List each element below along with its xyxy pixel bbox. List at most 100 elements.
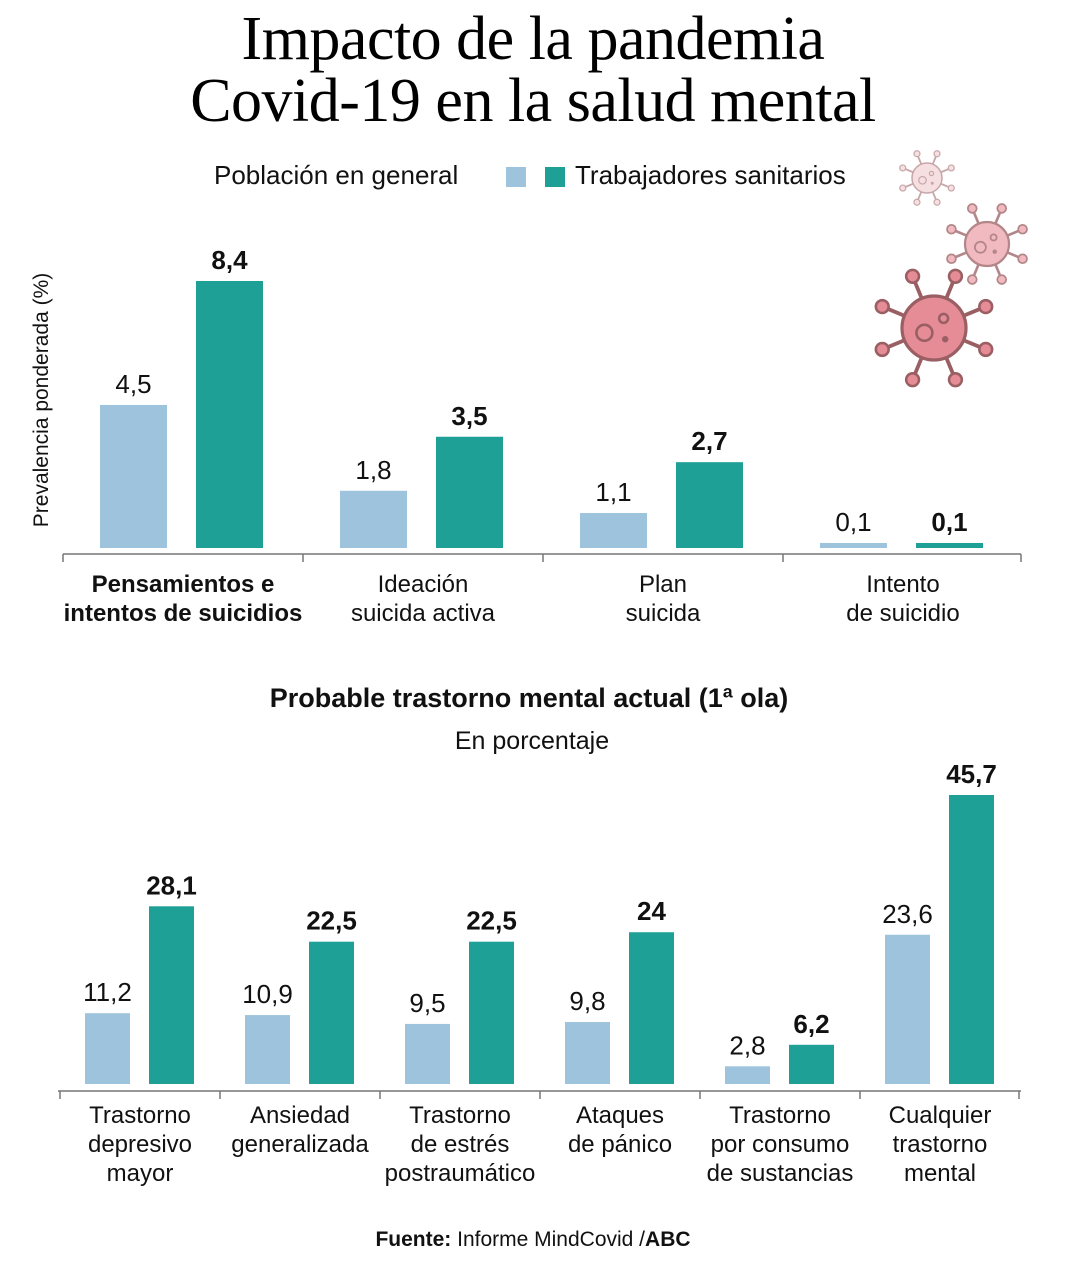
category-label: postraumático (385, 1160, 536, 1187)
virus-spike-tip (996, 203, 1008, 214)
data-label: 28,1 (146, 870, 197, 900)
virus-spike-tip (933, 198, 941, 206)
virus-spike-tip (874, 298, 890, 315)
category-label: Trastorno (89, 1102, 191, 1129)
virus-spike-tip (904, 268, 921, 284)
bar-sanitarios (629, 932, 674, 1084)
virus-spot (928, 170, 935, 177)
legend: Población en general Trabajadores sanita… (0, 158, 1066, 194)
bar-sanitarios (309, 941, 354, 1084)
virus-spike-tip (996, 274, 1008, 285)
category-label: Trastorno (729, 1102, 831, 1129)
data-label: 11,2 (83, 977, 132, 1007)
virus-spike-tip (966, 274, 978, 285)
bar-sanitarios (436, 436, 503, 548)
page-title: Impacto de la pandemia Covid-19 en la sa… (0, 8, 1066, 132)
title-line-1: Impacto de la pandemia (241, 5, 825, 73)
bar-general (100, 404, 167, 548)
virus-spike-tip (946, 223, 957, 235)
virus-spike-tip (1017, 253, 1028, 265)
virus-spike-tip (947, 268, 964, 284)
virus-spot (989, 233, 998, 242)
virus-spike-tip (966, 203, 978, 214)
category-label: suicida activa (351, 600, 496, 627)
virus-spike-tip (913, 150, 921, 158)
bar-general (885, 934, 930, 1084)
bar-sanitarios (916, 543, 983, 548)
virus-spike-tip (933, 150, 941, 158)
data-label: 0,1 (835, 507, 871, 537)
bar-general (85, 1013, 130, 1084)
data-label: 10,9 (242, 979, 293, 1009)
legend-label-sanitarios: Trabajadores sanitarios (575, 160, 846, 190)
source-label: Fuente: (375, 1228, 452, 1251)
bar-general (565, 1022, 610, 1084)
source-brand: ABC (645, 1228, 691, 1251)
bar-sanitarios (949, 795, 994, 1084)
category-label: depresivo (88, 1131, 192, 1158)
category-label: generalizada (231, 1131, 369, 1158)
virus-spike-tip (874, 341, 890, 358)
source-note: Fuente: Informe MindCovid /ABC (0, 1228, 1066, 1252)
bar-general (820, 543, 887, 548)
bar-general (580, 513, 647, 548)
bar-sanitarios (149, 906, 194, 1084)
category-label: de pánico (568, 1131, 672, 1158)
data-label: 22,5 (306, 906, 357, 936)
category-label: Pensamientos e (92, 571, 275, 598)
data-label: 9,8 (569, 986, 605, 1016)
chart-2-trastorno: Probable trastorno mental actual (1ª ola… (58, 683, 1021, 1187)
category-label: por consumo (711, 1131, 850, 1158)
virus-spike-tip (1017, 223, 1028, 235)
virus-spike-tip (947, 184, 955, 192)
category-label: mental (904, 1160, 976, 1187)
virus-spot (942, 336, 949, 343)
category-label: de suicidio (846, 600, 959, 627)
virus-icon-small (899, 150, 955, 206)
bar-sanitarios (676, 462, 743, 548)
virus-body (963, 220, 1011, 268)
chart-2-subtitle: En porcentaje (455, 727, 609, 755)
virus-spot (930, 181, 934, 185)
bar-general (405, 1023, 450, 1084)
virus-spot (937, 312, 950, 325)
data-label: 2,8 (729, 1030, 765, 1060)
virus-spike-tip (947, 372, 964, 388)
data-label: 2,7 (691, 426, 727, 456)
data-label: 0,1 (931, 507, 967, 537)
data-label: 24 (637, 896, 666, 926)
legend-swatch-sanitarios (545, 167, 565, 187)
data-label: 6,2 (793, 1009, 829, 1039)
virus-icon-large (874, 268, 994, 388)
bar-sanitarios (789, 1044, 834, 1084)
title-line-2: Covid-19 en la salud mental (190, 67, 876, 135)
virus-spike-tip (978, 341, 994, 358)
virus-spike-tip (946, 253, 957, 265)
virus-spike-tip (978, 298, 994, 315)
legend-label-general: Población en general (214, 160, 459, 190)
category-label: suicida (626, 600, 701, 627)
data-label: 3,5 (451, 401, 487, 431)
category-label: Intento (866, 571, 939, 598)
category-label: intentos de suicidios (64, 600, 303, 627)
virus-spot (918, 175, 927, 185)
virus-spike-tip (913, 198, 921, 206)
source-text: Informe MindCovid / (451, 1228, 646, 1251)
category-label: Ideación (378, 571, 469, 598)
bar-sanitarios (469, 941, 514, 1084)
virus-spike-tip (899, 184, 907, 192)
data-label: 45,7 (946, 759, 997, 789)
data-label: 23,6 (882, 899, 933, 929)
data-label: 8,4 (211, 245, 248, 275)
bar-general (725, 1066, 770, 1084)
legend-swatch-general (506, 167, 526, 187)
category-label: Ansiedad (250, 1102, 350, 1129)
chart-1-suicide: Prevalencia ponderada (%) 4,5 1,8 1,1 0,1 8,4… (30, 245, 1022, 627)
y-axis-label: Prevalencia ponderada (%) (30, 273, 53, 527)
category-label: Ataques (576, 1102, 664, 1129)
chart-2-title: Probable trastorno mental actual (1ª ola… (270, 683, 789, 713)
data-label: 9,5 (409, 988, 445, 1018)
data-label: 4,5 (115, 369, 151, 399)
virus-spot (992, 249, 997, 254)
